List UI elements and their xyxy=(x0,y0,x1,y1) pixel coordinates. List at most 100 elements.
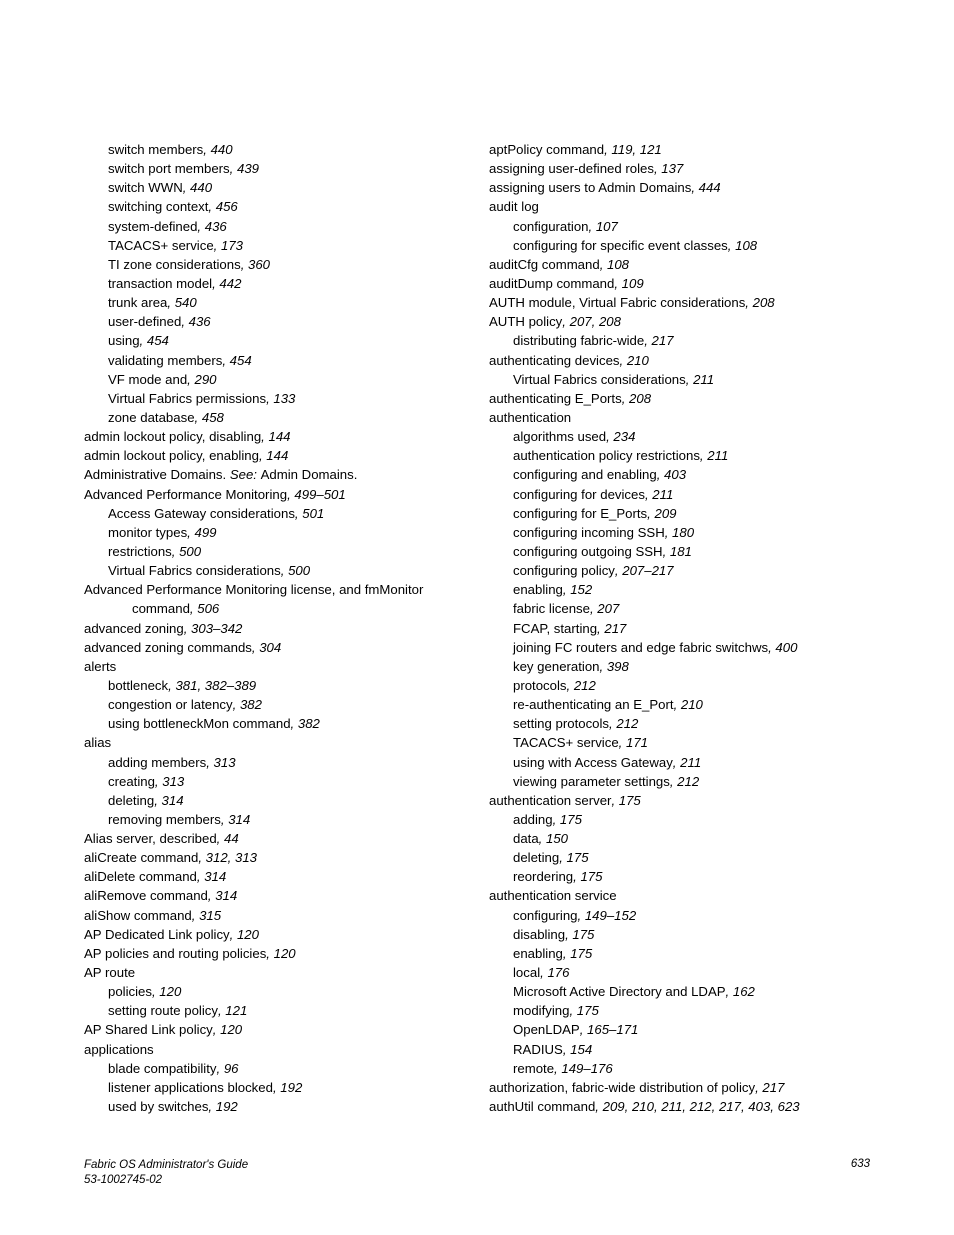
index-entry-text: authentication policy restrictions xyxy=(513,448,700,463)
index-entry-text: user-defined xyxy=(108,314,181,329)
index-page-reference: , 500 xyxy=(281,563,310,578)
index-entry-text: authenticating E_Ports xyxy=(489,391,622,406)
index-entry: admin lockout policy, enabling, 144 xyxy=(84,446,465,465)
index-page-reference: , 217 xyxy=(755,1080,784,1095)
index-entry-text: admin lockout policy, enabling xyxy=(84,448,259,463)
index-page-reference: , 444 xyxy=(691,180,720,195)
index-entry: configuring incoming SSH, 180 xyxy=(489,523,870,542)
index-page-reference: , 440 xyxy=(183,180,212,195)
index-page-reference: , 439 xyxy=(230,161,259,176)
index-entry-text: aliShow command xyxy=(84,908,192,923)
index-entry-text: switching context xyxy=(108,199,208,214)
index-page-reference: , 210 xyxy=(674,697,703,712)
index-page-reference: , 501 xyxy=(295,506,324,521)
index-entry-text: Advanced Performance Monitoring xyxy=(84,487,287,502)
index-entry: enabling, 152 xyxy=(489,580,870,599)
index-entry: protocols, 212 xyxy=(489,676,870,695)
index-entry: TACACS+ service, 171 xyxy=(489,733,870,752)
index-entry: used by switches, 192 xyxy=(84,1097,465,1116)
index-entry-text: restrictions xyxy=(108,544,172,559)
index-page-reference: , 211 xyxy=(686,372,714,387)
index-page-reference: , 314 xyxy=(197,869,226,884)
index-entry: VF mode and, 290 xyxy=(84,370,465,389)
index-page-reference: , 176 xyxy=(540,965,569,980)
index-entry: modifying, 175 xyxy=(489,1001,870,1020)
index-entry: user-defined, 436 xyxy=(84,312,465,331)
index-entry: blade compatibility, 96 xyxy=(84,1059,465,1078)
index-page-reference: , 144 xyxy=(261,429,290,444)
index-entry: switch WWN, 440 xyxy=(84,178,465,197)
index-entry-text: data xyxy=(513,831,539,846)
index-page-reference: , 209 xyxy=(647,506,676,521)
index-entry-text: algorithms used xyxy=(513,429,606,444)
index-page-reference: , 119, 121 xyxy=(604,142,662,157)
index-entry-text: authenticating devices xyxy=(489,353,620,368)
index-entry: AUTH module, Virtual Fabric consideratio… xyxy=(489,293,870,312)
index-entry-text: zone database xyxy=(108,410,195,425)
index-page-reference: , 217 xyxy=(644,333,673,348)
index-entry-text: fabric license xyxy=(513,601,590,616)
index-entry: distributing fabric-wide, 217 xyxy=(489,331,870,350)
index-entry: setting protocols, 212 xyxy=(489,714,870,733)
index-entry: AP route xyxy=(84,963,465,982)
index-page-reference: , 109 xyxy=(614,276,643,291)
index-page-reference: , 458 xyxy=(195,410,224,425)
index-entry: deleting, 175 xyxy=(489,848,870,867)
index-columns: switch members, 440switch port members, … xyxy=(84,140,870,1116)
index-page-reference: , 436 xyxy=(181,314,210,329)
index-entry-text: configuration xyxy=(513,219,589,234)
index-entry: configuration, 107 xyxy=(489,217,870,236)
index-entry-text: blade compatibility xyxy=(108,1061,217,1076)
index-entry-text: Virtual Fabrics considerations xyxy=(108,563,281,578)
index-entry-text: using xyxy=(108,333,140,348)
index-entry-text: key generation xyxy=(513,659,600,674)
index-page-reference: , 121 xyxy=(218,1003,247,1018)
index-page-reference: , 303–342 xyxy=(184,621,243,636)
index-entry: Administrative Domains. See: Admin Domai… xyxy=(84,465,465,484)
index-entry-text: audit log xyxy=(489,199,539,214)
index-entry: key generation, 398 xyxy=(489,657,870,676)
index-entry: assigning user-defined roles, 137 xyxy=(489,159,870,178)
index-entry: policies, 120 xyxy=(84,982,465,1001)
index-entry: authorization, fabric-wide distribution … xyxy=(489,1078,870,1097)
index-page-reference: , 180 xyxy=(665,525,694,540)
index-entry-text: enabling xyxy=(513,946,563,961)
index-entry: zone database, 458 xyxy=(84,408,465,427)
index-page-reference: , 144 xyxy=(259,448,288,463)
index-entry: trunk area, 540 xyxy=(84,293,465,312)
index-page-reference: , 208 xyxy=(622,391,651,406)
index-entry: RADIUS, 154 xyxy=(489,1040,870,1059)
index-entry-text: FCAP, starting xyxy=(513,621,597,636)
index-entry-text: removing members xyxy=(108,812,221,827)
index-page-reference: , 312, 313 xyxy=(198,850,257,865)
index-page-reference: , 173 xyxy=(214,238,243,253)
index-entry-text: policies xyxy=(108,984,152,999)
index-entry: local, 176 xyxy=(489,963,870,982)
page-footer: Fabric OS Administrator's Guide 53-10027… xyxy=(84,1158,870,1189)
index-entry-text: congestion or latency xyxy=(108,697,233,712)
index-entry: configuring for specific event classes, … xyxy=(489,236,870,255)
index-entry: Advanced Performance Monitoring license,… xyxy=(84,580,465,618)
footer-left: Fabric OS Administrator's Guide 53-10027… xyxy=(84,1158,248,1189)
index-entry: remote, 149–176 xyxy=(489,1059,870,1078)
index-see-reference: See: xyxy=(230,467,261,482)
index-entry-text: authentication xyxy=(489,410,571,425)
index-entry-text: deleting xyxy=(108,793,154,808)
index-entry: Virtual Fabrics considerations, 500 xyxy=(84,561,465,580)
index-entry-text: admin lockout policy, disabling xyxy=(84,429,261,444)
index-entry-text: system-defined xyxy=(108,219,197,234)
index-entry-text: TI zone considerations xyxy=(108,257,241,272)
index-entry-text: using with Access Gateway xyxy=(513,755,673,770)
index-page-reference: , 107 xyxy=(589,219,618,234)
index-entry: aliShow command, 315 xyxy=(84,906,465,925)
index-page-reference: , 454 xyxy=(140,333,169,348)
index-page-reference: , 381, 382–389 xyxy=(168,678,256,693)
index-entry-text: monitor types xyxy=(108,525,187,540)
index-entry-text: setting protocols xyxy=(513,716,609,731)
index-page-reference: , 217 xyxy=(597,621,626,636)
index-entry: authentication service xyxy=(489,886,870,905)
index-entry: authenticating devices, 210 xyxy=(489,351,870,370)
footer-title: Fabric OS Administrator's Guide xyxy=(84,1158,248,1174)
index-entry: switching context, 456 xyxy=(84,197,465,216)
index-page-reference: , 382 xyxy=(291,716,320,731)
